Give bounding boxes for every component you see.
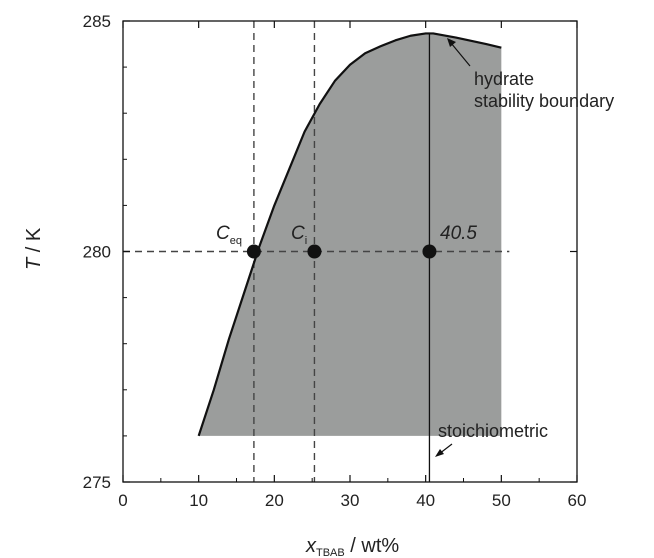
x-tick-label-50: 50 [492, 491, 511, 510]
x-tick-label-0: 0 [118, 491, 127, 510]
data-point-1 [307, 244, 322, 259]
boundary-annotation-line1: hydrate [474, 69, 534, 89]
y-tick-label-275: 275 [83, 473, 111, 492]
x-tick-label-20: 20 [265, 491, 284, 510]
data-point-0 [246, 244, 261, 259]
hydrate-stability-boundary-line [197, 32, 502, 437]
stoichiometric-annotation: stoichiometric [438, 421, 548, 441]
data-point-2 [422, 244, 437, 259]
point-label-ci: Ci [291, 223, 307, 247]
x-tick-label-60: 60 [568, 491, 587, 510]
svg-text:T / K: T / K [23, 227, 45, 270]
x-axis-title: xTBAB / wt% [305, 535, 399, 558]
x-tick-label-40: 40 [416, 491, 435, 510]
y-tick-label-280: 280 [83, 243, 111, 262]
hydrate-region-fill [198, 33, 502, 436]
point-label-ceq: Ceq [216, 223, 242, 247]
x-tick-label-30: 30 [341, 491, 360, 510]
x-tick-label-10: 10 [189, 491, 208, 510]
y-tick-label-285: 285 [83, 12, 111, 31]
svg-text:xTBAB / wt%: xTBAB / wt% [305, 535, 399, 558]
boundary-annotation-line2: stability boundary [474, 91, 614, 111]
point-label-stoich: 40.5 [440, 223, 477, 244]
stoichiometric-arrow [435, 443, 453, 457]
y-axis-title: T / K [23, 227, 45, 270]
boundary-arrow [447, 38, 471, 67]
